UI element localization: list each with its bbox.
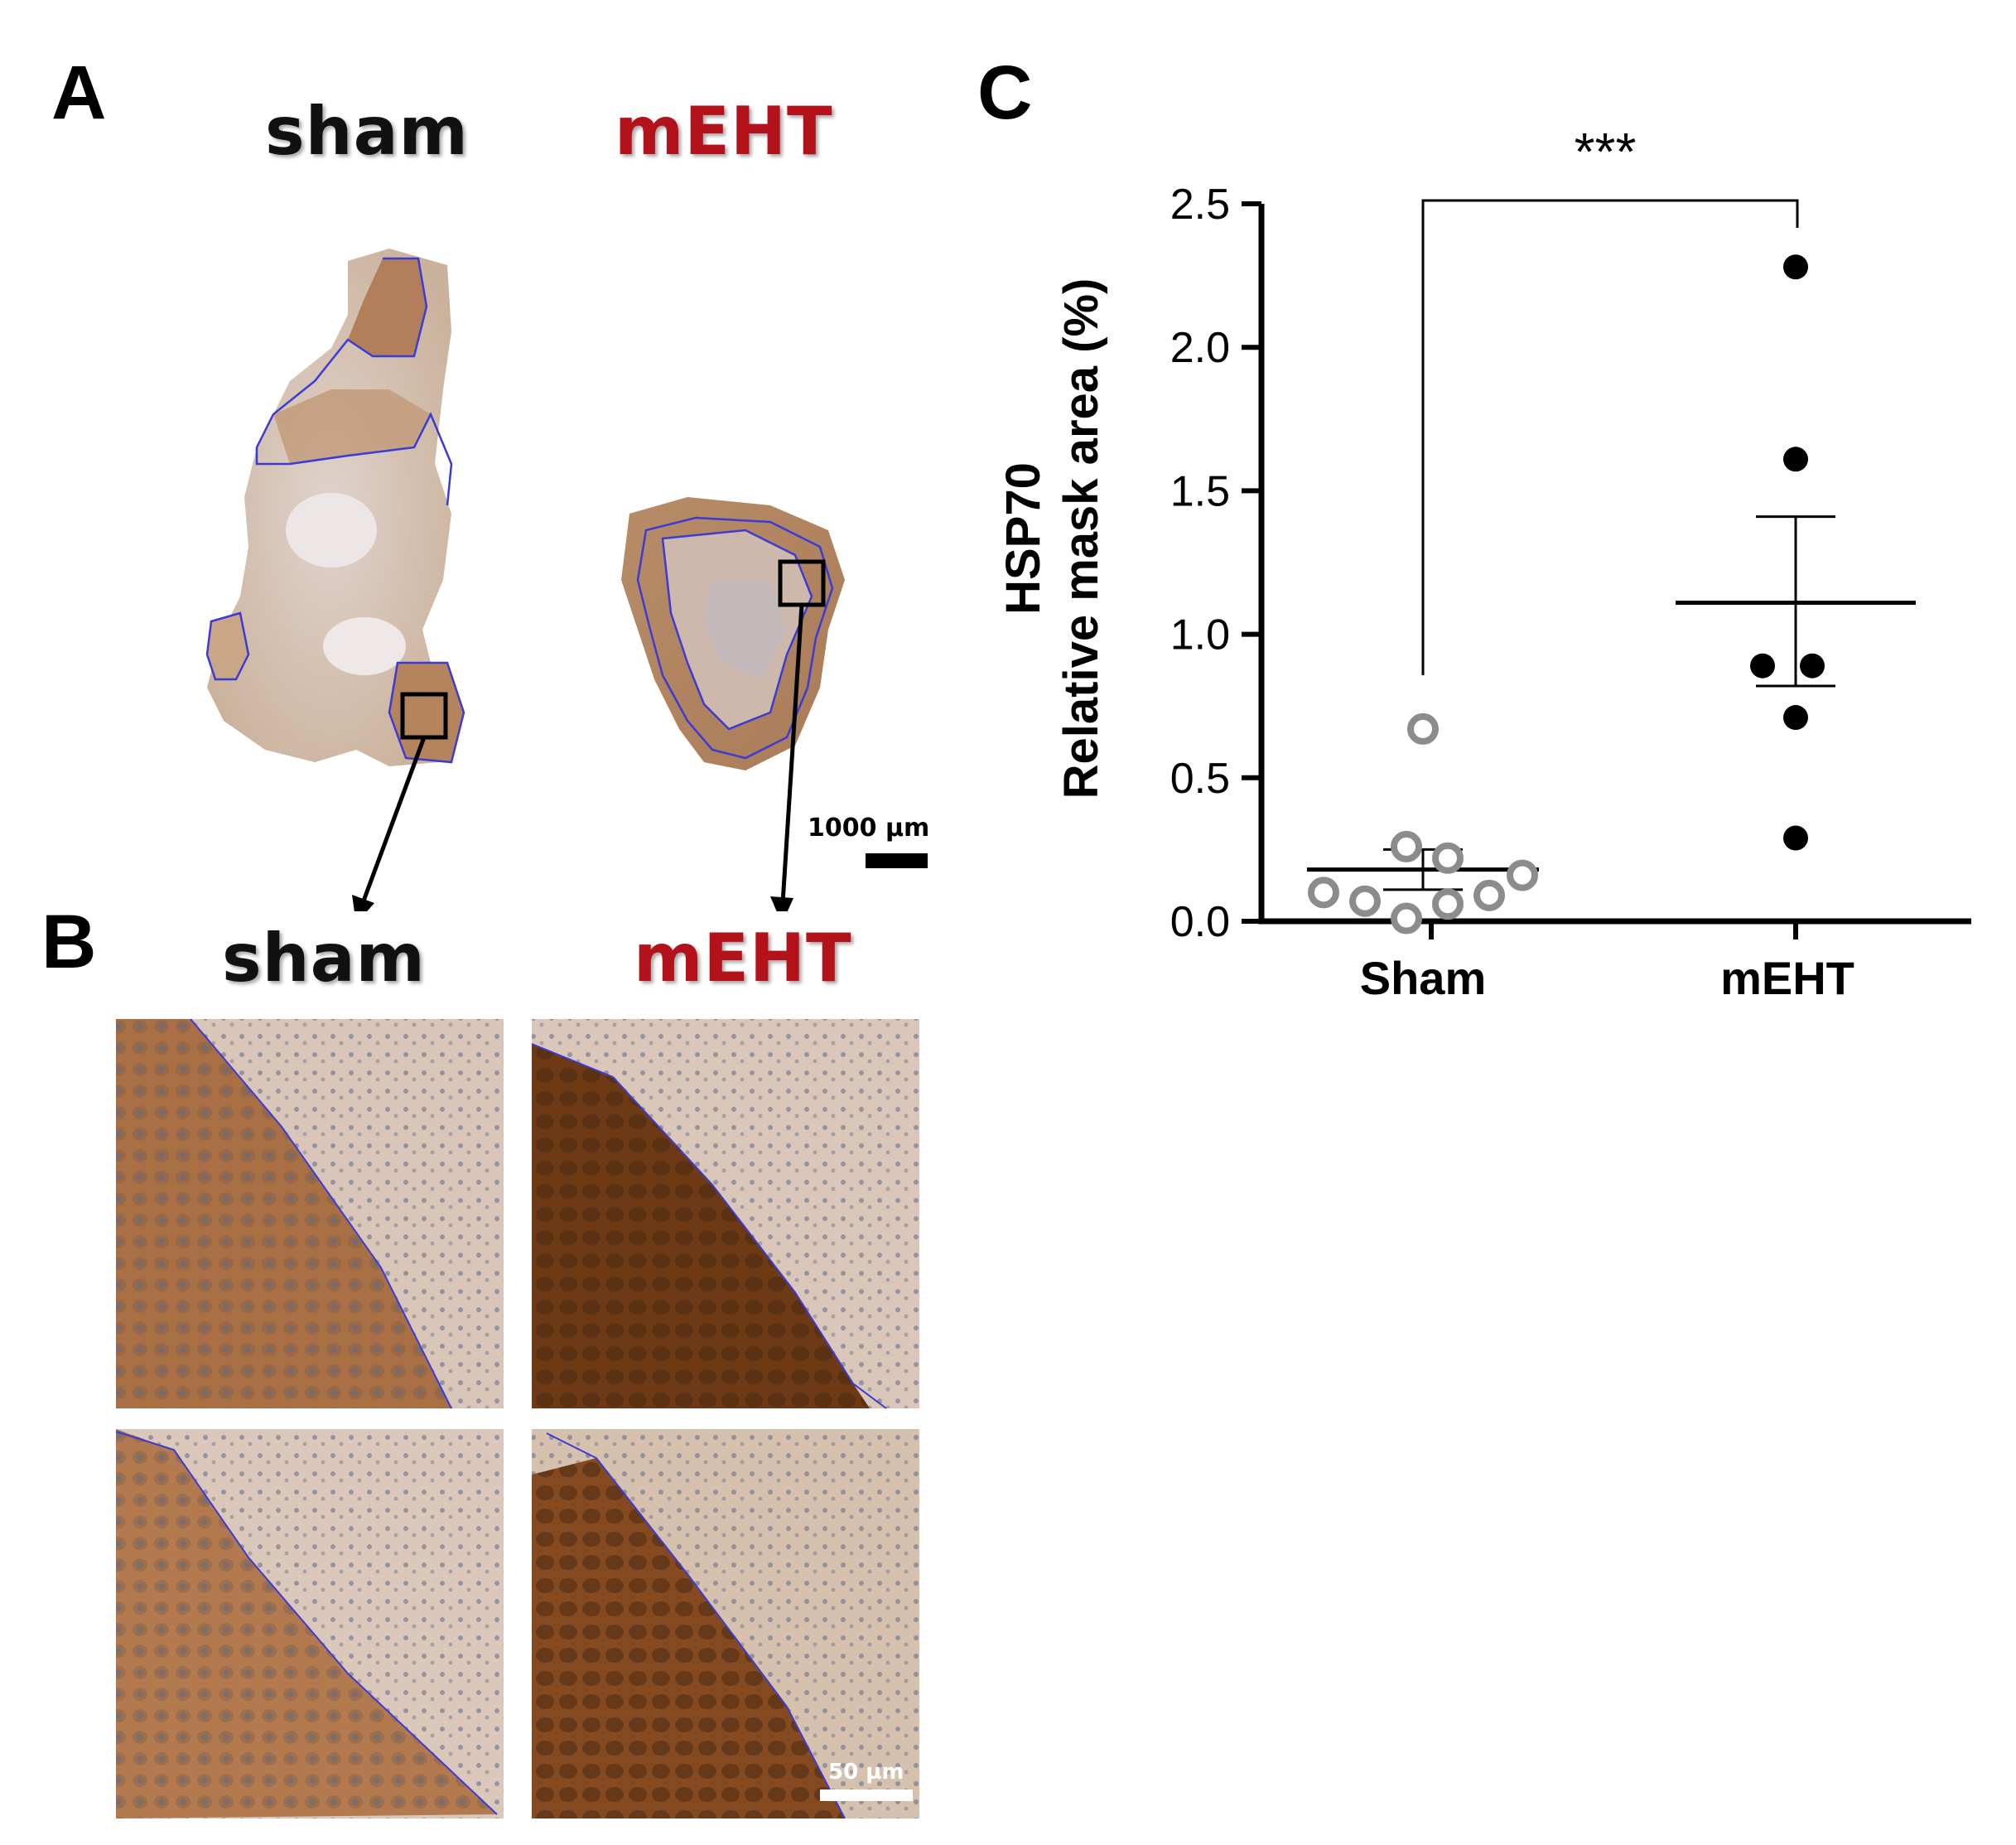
meht-data-point — [1800, 653, 1825, 679]
sham-data-point — [1391, 902, 1422, 935]
panel-a-tissue-images — [205, 249, 928, 911]
y-axis-label-line1: HSP70 — [996, 462, 1050, 615]
y-axis-label-line2: Relative mask area (%) — [1054, 278, 1108, 799]
meht-data-point — [1783, 254, 1808, 280]
y-tick-label: 2.5 — [1170, 181, 1230, 229]
x-category-label: mEHT — [1720, 952, 1854, 1004]
sham-tissue-section — [205, 249, 465, 766]
panel-a-scale-label: 1000 µm — [808, 814, 930, 843]
panel-a-scalebar — [866, 853, 928, 868]
x-category-label: Sham — [1360, 952, 1487, 1004]
panel-b-letter: B — [41, 900, 97, 984]
y-tick-label: 0.0 — [1170, 898, 1230, 946]
sham-data-point — [1391, 830, 1422, 862]
meht-data-point — [1783, 705, 1808, 731]
y-tick-label: 1.5 — [1170, 467, 1230, 515]
meht-data-point — [1783, 825, 1808, 851]
panel-b-sham-label: sham — [222, 920, 426, 997]
significance-bracket: *** — [1421, 122, 1799, 675]
meht-data-point — [1750, 653, 1775, 679]
meht-data-point — [1783, 447, 1808, 472]
y-tick-label: 1.0 — [1170, 611, 1230, 659]
y-tick-label: 2.0 — [1170, 324, 1230, 372]
meht-tissue-section — [621, 497, 845, 770]
significance-label: *** — [1575, 122, 1637, 181]
sham-data-point — [1308, 877, 1339, 909]
panel-b-meht-label: mEHT — [634, 920, 852, 997]
significance-bracket-line — [1421, 199, 1799, 675]
sham-data-point — [1407, 712, 1439, 745]
panel-c-letter: C — [977, 51, 1033, 135]
panel-b-micrographs — [115, 1018, 919, 1819]
zoom-arrows — [352, 604, 804, 911]
y-tick-label: 0.5 — [1170, 755, 1230, 803]
micrograph-sham-top — [116, 1018, 504, 1409]
y-axis-ticks: 0.0 0.5 1.0 1.5 2.0 2.5 — [1170, 181, 1261, 946]
panel-a-sham-label: sham — [265, 93, 469, 170]
micrograph-meht-top — [531, 1019, 919, 1409]
sham-data-point — [1473, 879, 1505, 911]
panel-b-scale-label: 50 µm — [828, 1760, 904, 1785]
hsp70-scatter-chart: 0.0 0.5 1.0 1.5 2.0 2.5 Sham mEHT *** HSP70 Re… — [996, 122, 1971, 1004]
sham-data-point — [1432, 888, 1464, 920]
x-axis-categories: Sham mEHT — [1360, 921, 1854, 1004]
chart-axes — [1258, 204, 1971, 925]
data-points — [1308, 254, 1825, 935]
sham-data-point — [1432, 842, 1464, 874]
micrograph-meht-bottom — [532, 1429, 919, 1819]
sham-data-point — [1349, 885, 1381, 917]
panel-a-meht-label: mEHT — [615, 93, 833, 170]
panel-b-scalebar — [820, 1789, 913, 1801]
panel-a-letter: A — [51, 51, 107, 135]
sham-data-point — [1507, 859, 1538, 891]
micrograph-sham-bottom — [115, 1429, 504, 1818]
